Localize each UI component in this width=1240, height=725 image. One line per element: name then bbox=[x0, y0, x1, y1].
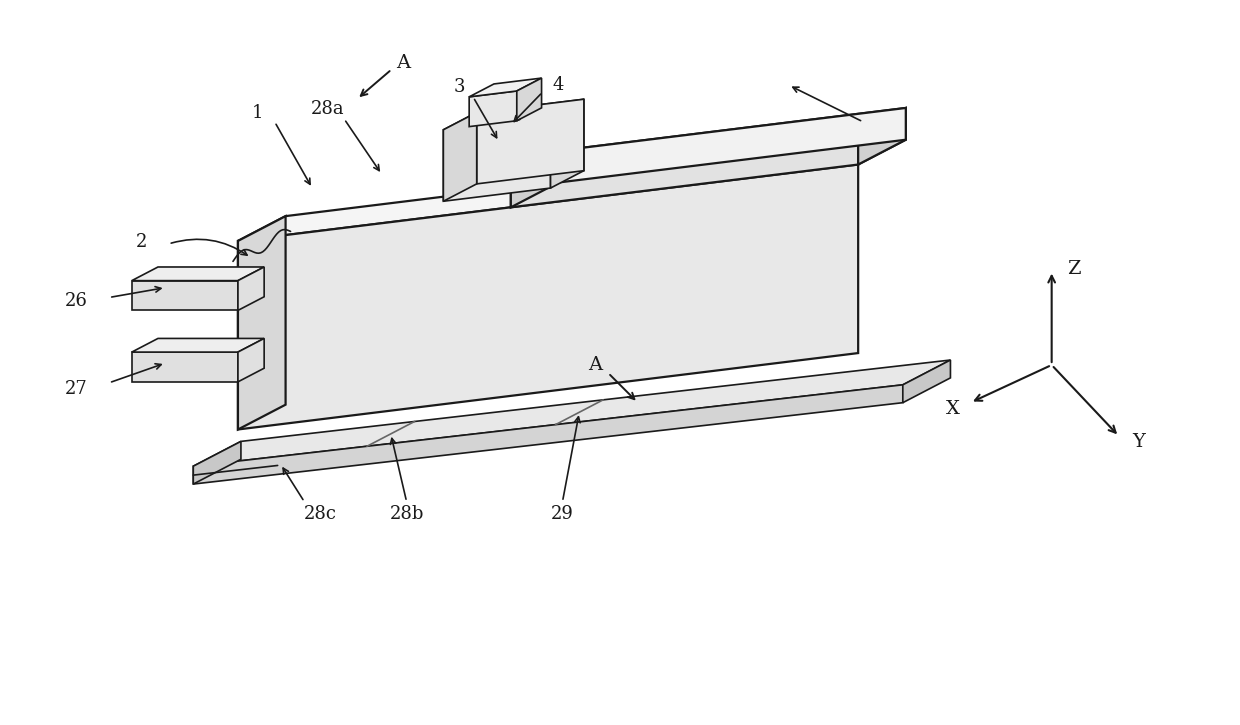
Text: 27: 27 bbox=[64, 380, 88, 398]
Text: 28c: 28c bbox=[304, 505, 337, 523]
Text: A: A bbox=[588, 356, 603, 374]
Polygon shape bbox=[131, 339, 264, 352]
Polygon shape bbox=[551, 99, 584, 188]
Polygon shape bbox=[238, 165, 858, 429]
Polygon shape bbox=[558, 108, 905, 183]
Polygon shape bbox=[511, 133, 858, 207]
Polygon shape bbox=[131, 352, 238, 382]
Text: 26: 26 bbox=[64, 292, 88, 310]
Text: 28b: 28b bbox=[389, 505, 424, 523]
Polygon shape bbox=[238, 140, 905, 241]
Polygon shape bbox=[238, 267, 264, 310]
Polygon shape bbox=[193, 360, 950, 466]
Polygon shape bbox=[469, 78, 542, 97]
Polygon shape bbox=[444, 117, 551, 202]
Text: 3: 3 bbox=[454, 78, 465, 96]
Text: 28a: 28a bbox=[310, 100, 343, 118]
Text: Y: Y bbox=[1132, 434, 1146, 452]
Polygon shape bbox=[444, 112, 476, 202]
Text: X: X bbox=[945, 399, 960, 418]
Text: 1: 1 bbox=[252, 104, 264, 122]
Text: A: A bbox=[397, 54, 410, 72]
Text: 21: 21 bbox=[872, 120, 894, 138]
Polygon shape bbox=[131, 281, 238, 310]
Polygon shape bbox=[511, 151, 558, 207]
Polygon shape bbox=[131, 267, 264, 281]
Text: 29: 29 bbox=[551, 505, 574, 523]
Text: 4: 4 bbox=[553, 76, 564, 94]
Polygon shape bbox=[238, 216, 285, 429]
Polygon shape bbox=[444, 99, 584, 130]
Polygon shape bbox=[903, 360, 950, 402]
Polygon shape bbox=[193, 442, 241, 484]
Polygon shape bbox=[511, 108, 905, 175]
Polygon shape bbox=[193, 385, 903, 484]
Polygon shape bbox=[858, 108, 905, 165]
Polygon shape bbox=[517, 78, 542, 121]
Polygon shape bbox=[476, 99, 584, 184]
Polygon shape bbox=[238, 339, 264, 382]
Text: 2: 2 bbox=[136, 233, 148, 251]
Text: Z: Z bbox=[1066, 260, 1080, 278]
Polygon shape bbox=[469, 91, 517, 127]
